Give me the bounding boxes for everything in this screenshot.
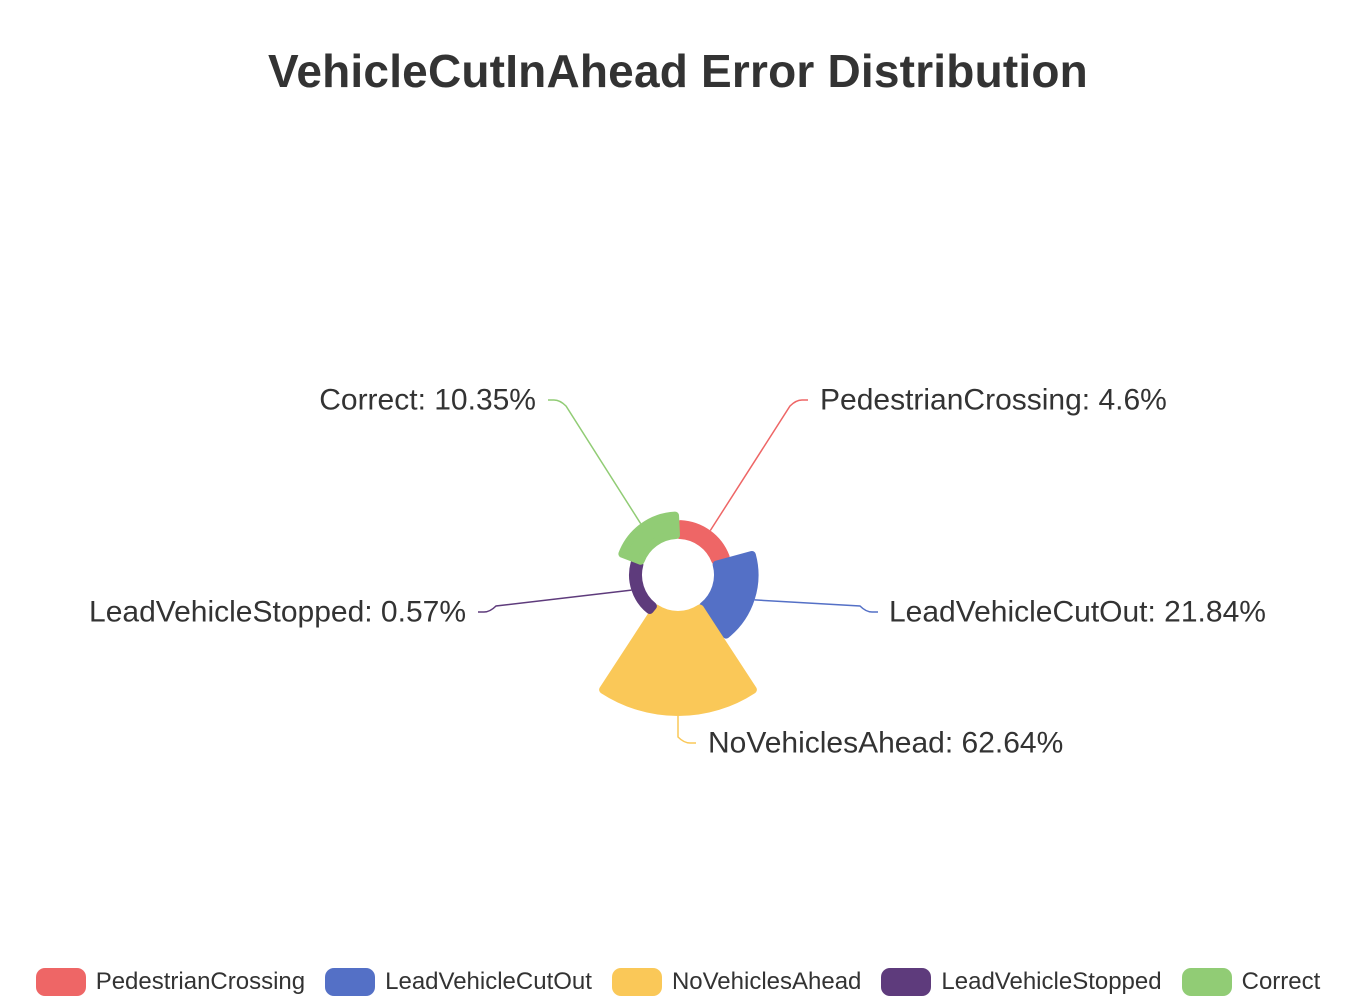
leader-line-lead-vehicle-stopped bbox=[478, 589, 632, 613]
legend-label: LeadVehicleCutOut bbox=[385, 968, 592, 995]
legend-item-no-vehicles-ahead[interactable]: NoVehiclesAhead bbox=[611, 968, 862, 996]
slice-lead-vehicle-cut-out[interactable] bbox=[699, 551, 759, 639]
rose-chart: PedestrianCrossing: 4.6% LeadVehicleCutOu… bbox=[89, 384, 1266, 760]
legend-label: NoVehiclesAhead bbox=[671, 968, 862, 995]
chart-title: VehicleCutInAhead Error Distribution bbox=[268, 45, 1088, 97]
legend-label: LeadVehicleStopped bbox=[941, 968, 1162, 995]
legend-swatch bbox=[881, 968, 932, 996]
legend-swatch bbox=[611, 968, 662, 996]
slice-label-correct: Correct: 10.35% bbox=[319, 384, 536, 417]
legend-item-lead-vehicle-stopped[interactable]: LeadVehicleStopped bbox=[881, 968, 1162, 996]
slice-pedestrian-crossing[interactable] bbox=[675, 520, 730, 565]
legend-item-pedestrian-crossing[interactable]: PedestrianCrossing bbox=[35, 968, 306, 996]
slice-label-no-vehicles-ahead: NoVehiclesAhead: 62.64% bbox=[708, 727, 1063, 760]
slice-no-vehicles-ahead[interactable] bbox=[599, 604, 757, 716]
slice-label-pedestrian-crossing: PedestrianCrossing: 4.6% bbox=[820, 384, 1167, 417]
legend-item-lead-vehicle-cut-out[interactable]: LeadVehicleCutOut bbox=[325, 968, 592, 996]
slice-lead-vehicle-stopped[interactable] bbox=[629, 559, 657, 615]
legend-swatch bbox=[325, 968, 376, 996]
leader-lines-layer bbox=[478, 399, 878, 744]
slice-labels-layer: PedestrianCrossing: 4.6% LeadVehicleCutOu… bbox=[89, 384, 1266, 760]
slice-label-lead-vehicle-stopped: LeadVehicleStopped: 0.57% bbox=[89, 596, 466, 629]
slice-label-lead-vehicle-cut-out: LeadVehicleCutOut: 21.84% bbox=[889, 596, 1266, 629]
legend-swatch bbox=[35, 968, 86, 996]
leader-line-pedestrian-crossing bbox=[709, 399, 808, 531]
leader-line-correct bbox=[548, 399, 642, 525]
legend-label: Correct bbox=[1241, 968, 1321, 995]
legend: PedestrianCrossing LeadVehicleCutOut NoVeh… bbox=[0, 962, 1356, 1002]
leader-line-no-vehicles-ahead bbox=[677, 716, 696, 744]
leader-line-lead-vehicle-cut-out bbox=[754, 599, 878, 613]
slices-layer bbox=[599, 511, 759, 716]
legend-label: PedestrianCrossing bbox=[95, 968, 306, 995]
legend-swatch bbox=[1181, 968, 1232, 996]
legend-item-correct[interactable]: Correct bbox=[1181, 968, 1321, 996]
slice-correct[interactable] bbox=[618, 511, 681, 565]
